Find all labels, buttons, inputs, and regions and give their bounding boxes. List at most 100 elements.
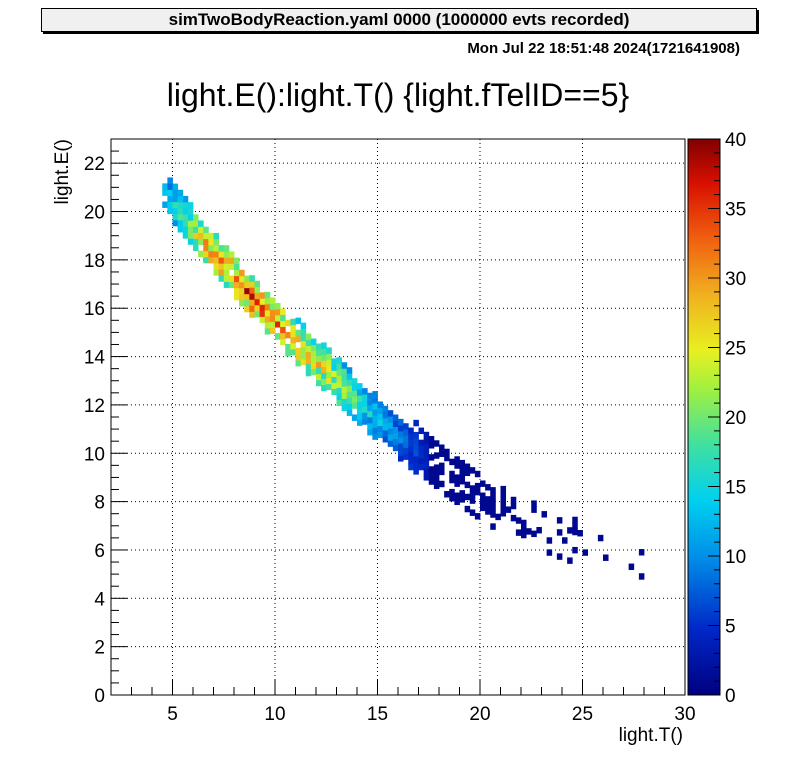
- heatmap-cell: [367, 404, 373, 412]
- heatmap-cell: [223, 257, 230, 264]
- heatmap-cell: [357, 389, 363, 396]
- heatmap-cell: [167, 201, 173, 209]
- heatmap-cell: [418, 445, 425, 453]
- heatmap-cell: [167, 177, 173, 184]
- heatmap-cell: [531, 500, 537, 507]
- heatmap-cell: [187, 226, 194, 233]
- heatmap-cell: [213, 251, 220, 258]
- heatmap-cell: [290, 336, 296, 344]
- heatmap-cell: [428, 472, 435, 479]
- y-tick-label: 12: [84, 396, 105, 417]
- heatmap-cell: [433, 452, 440, 459]
- heatmap-cell: [239, 299, 245, 307]
- x-tick-label: 30: [674, 704, 695, 725]
- heatmap-cell: [249, 293, 255, 300]
- heatmap-cell: [556, 529, 563, 536]
- heatmap-cell: [413, 419, 419, 427]
- heatmap-cell: [203, 250, 209, 258]
- heatmap-cell: [428, 442, 435, 449]
- heatmap-cell: [480, 492, 486, 499]
- heatmap-cell: [259, 292, 266, 299]
- heatmap-cell: [351, 396, 358, 403]
- heatmap-cell: [193, 220, 199, 227]
- heatmap-cell: [444, 448, 450, 456]
- heatmap-cell: [239, 281, 245, 289]
- heatmap-cell: [198, 220, 204, 227]
- heatmap-cell: [372, 433, 378, 440]
- heatmap-cell: [500, 510, 507, 517]
- heatmap-cell: [239, 287, 245, 295]
- heatmap-cell: [572, 516, 578, 524]
- heatmap-cell: [305, 369, 312, 377]
- heatmap-cell: [177, 213, 184, 221]
- colorbar-tick-label: 20: [725, 408, 746, 429]
- heatmap-cell: [182, 220, 189, 227]
- heatmap-cell: [336, 363, 343, 370]
- heatmap-cell: [223, 281, 230, 288]
- heatmap-cell: [316, 343, 322, 350]
- heatmap-cell: [182, 232, 189, 239]
- heatmap-cell: [321, 384, 327, 392]
- heatmap-cell: [372, 421, 378, 428]
- heatmap-cell: [362, 412, 368, 419]
- y-axis-title: light.E(): [52, 139, 73, 204]
- heatmap-cell: [213, 263, 220, 270]
- heatmap-cell: [177, 189, 184, 197]
- heatmap-cell: [193, 232, 199, 239]
- heatmap-cell: [382, 436, 389, 443]
- heatmap-cell: [300, 346, 307, 354]
- heatmap-cell: [362, 388, 368, 395]
- heatmap-cell: [295, 359, 302, 367]
- heatmap-cell: [418, 457, 425, 465]
- heatmap-cell: [285, 319, 291, 327]
- heatmap-cell: [295, 335, 302, 343]
- heatmap-cell: [244, 281, 250, 289]
- heatmap-cell: [464, 463, 471, 470]
- heatmap-cell: [310, 368, 317, 376]
- heatmap-cell: [346, 385, 353, 392]
- x-axis-title: light.T(): [619, 725, 683, 746]
- heatmap-cell: [172, 183, 179, 191]
- heatmap-cell: [331, 388, 337, 396]
- heatmap-cell: [331, 364, 337, 371]
- heatmap-cell: [382, 411, 389, 419]
- heatmap-cell: [346, 373, 353, 380]
- heatmap-cell: [413, 462, 419, 469]
- heatmap-cell: [228, 275, 235, 283]
- heatmap-cell: [357, 395, 363, 402]
- heatmap-cell: [387, 434, 394, 441]
- heatmap-cell: [485, 484, 491, 491]
- heatmap-cell: [562, 537, 568, 544]
- heatmap-cell: [536, 526, 542, 534]
- heatmap-cell: [249, 287, 255, 294]
- heatmap-cell: [387, 416, 394, 423]
- heatmap-cell: [403, 435, 409, 442]
- heatmap-cell: [418, 451, 425, 459]
- heatmap-cell: [423, 468, 430, 475]
- heatmap-cell: [474, 482, 481, 490]
- heatmap-cell: [408, 463, 414, 471]
- heatmap-cell: [603, 554, 609, 561]
- y-tick-label: 4: [94, 589, 105, 610]
- heatmap-cell: [182, 214, 189, 221]
- heatmap-cell: [428, 466, 435, 473]
- heatmap-cell: [336, 369, 343, 376]
- heatmap-cell: [254, 286, 261, 294]
- heatmap-cell: [336, 381, 343, 388]
- x-tick-label: 10: [264, 704, 285, 725]
- heatmap-cell: [336, 375, 343, 382]
- canvas-title-box: simTwoBodyReaction.yaml 0000 (1000000 ev…: [41, 8, 757, 32]
- heatmap-cell: [454, 492, 460, 499]
- heatmap-cell: [413, 444, 419, 451]
- heatmap-cell: [367, 392, 373, 400]
- heatmap-cell: [310, 356, 317, 364]
- heatmap-cell: [177, 195, 184, 203]
- heatmap-cell: [480, 498, 486, 506]
- heatmap-cell: [357, 413, 363, 420]
- heatmap-cell: [223, 269, 230, 276]
- heatmap-cell: [234, 257, 240, 265]
- heatmap-cell: [392, 426, 399, 434]
- heatmap-cell: [187, 232, 194, 239]
- heatmap-cell: [290, 324, 296, 332]
- heatmap-cell: [423, 455, 430, 463]
